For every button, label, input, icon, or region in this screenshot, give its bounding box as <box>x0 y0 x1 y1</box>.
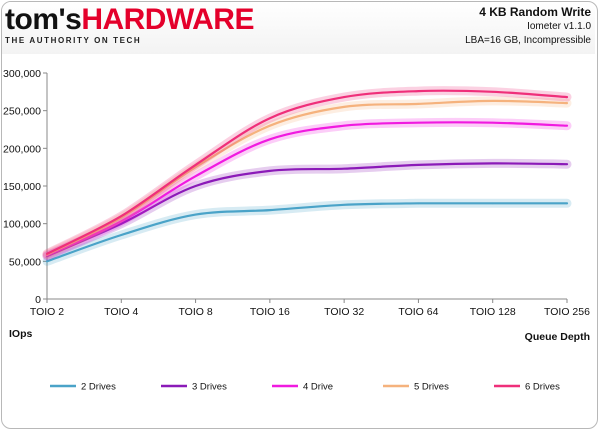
chart-title: 4 KB Random Write <box>479 5 591 19</box>
brand-tagline: THE AUTHORITY ON TECH <box>5 36 142 45</box>
x-tick-label: TOIO 16 <box>250 306 290 318</box>
data-point <box>343 124 345 127</box>
x-tick-label: TOIO 64 <box>398 306 438 318</box>
legend-label: 6 Drives <box>525 382 560 393</box>
data-point <box>343 96 345 98</box>
series-line <box>45 89 569 255</box>
data-point <box>417 164 420 166</box>
y-axis-ticks: 0 50,000 100,000 150,000 200,000 250,000 300,0… <box>3 68 47 306</box>
data-point <box>417 202 420 205</box>
data-point <box>120 222 123 225</box>
x-tick-label: TOIO 32 <box>324 306 364 318</box>
data-point <box>46 260 48 263</box>
data-point <box>491 162 494 165</box>
y-tick-label: 150,000 <box>3 181 41 193</box>
data-point <box>120 220 123 223</box>
series-4 <box>42 96 572 260</box>
series-5 <box>42 86 572 259</box>
legend-item: 2 Drives <box>50 382 116 393</box>
data-point <box>417 121 420 124</box>
y-tick-label: 300,000 <box>3 68 41 80</box>
brand-wordmark-part2: HARDWARE <box>81 3 254 36</box>
data-point <box>566 124 568 127</box>
legend-item: 5 Drives <box>383 382 449 393</box>
data-point <box>566 96 568 98</box>
header-strip <box>2 2 595 54</box>
legend-label: 5 Drives <box>414 382 449 393</box>
data-point <box>491 100 494 102</box>
series-line <box>45 162 569 258</box>
x-tick-label: TOIO 8 <box>178 306 212 318</box>
data-point <box>566 163 568 165</box>
x-tick-label: TOIO 2 <box>30 306 64 318</box>
data-point <box>566 202 568 205</box>
brand-wordmark-part1: tom's <box>5 3 82 36</box>
data-point <box>269 138 271 141</box>
data-point <box>491 91 494 93</box>
data-point <box>417 90 420 92</box>
data-point <box>343 167 345 170</box>
legend-label: 4 Drive <box>303 382 333 393</box>
data-point <box>120 215 123 217</box>
series-line <box>45 99 569 256</box>
legend: 2 Drives 3 Drives 4 Drive 5 Drives 6 Drives <box>50 382 560 393</box>
legend-item: 6 Drives <box>494 382 560 393</box>
x-tick-label: TOIO 4 <box>104 306 138 318</box>
y-tick-label: 0 <box>35 294 41 306</box>
y-axis-title: IOps <box>9 328 32 340</box>
series-1 <box>42 198 572 266</box>
data-point <box>566 102 568 104</box>
chart-titles: 4 KB Random Write Iometer v1.1.0 LBA=16 … <box>465 5 591 48</box>
chart-subtitle-2: LBA=16 GB, Incompressible <box>465 35 591 46</box>
series-line <box>45 121 569 257</box>
data-point <box>491 202 494 205</box>
brand-wordmark: tom'sHARDWARE <box>5 3 254 37</box>
data-point <box>491 121 494 124</box>
data-point <box>46 253 48 255</box>
series-lines <box>42 86 572 266</box>
data-point <box>194 213 197 216</box>
data-point <box>343 204 345 206</box>
x-tick-label: TOIO 128 <box>470 306 516 318</box>
data-point <box>269 209 271 211</box>
legend-label: 2 Drives <box>81 382 116 393</box>
x-axis-ticks: TOIO 2 TOIO 4 TOIO 8 TOIO 16 TOIO 32 TOIO 64 T… <box>30 299 590 318</box>
legend-label: 3 Drives <box>192 382 227 393</box>
data-point <box>269 170 271 172</box>
x-tick-label: TOIO 256 <box>544 306 590 318</box>
data-point <box>417 103 420 105</box>
y-tick-label: 50,000 <box>9 256 41 268</box>
y-tick-label: 100,000 <box>3 219 41 231</box>
data-point <box>194 166 197 168</box>
series-3 <box>42 117 572 260</box>
data-point <box>343 106 345 108</box>
y-tick-label: 250,000 <box>3 106 41 118</box>
data-point <box>269 117 271 119</box>
data-point <box>194 185 197 187</box>
data-point <box>194 175 197 178</box>
data-point <box>194 164 197 166</box>
x-axis-title: Queue Depth <box>525 331 590 343</box>
series-line <box>45 202 569 263</box>
legend-item: 3 Drives <box>161 382 227 393</box>
brand-logo: tom'sHARDWARE THE AUTHORITY ON TECH <box>5 3 254 45</box>
y-tick-label: 200,000 <box>3 143 41 155</box>
chart-subtitle-1: Iometer v1.1.0 <box>527 21 591 32</box>
data-point <box>269 124 271 127</box>
data-point <box>120 234 123 236</box>
legend-item: 4 Drive <box>272 382 333 393</box>
